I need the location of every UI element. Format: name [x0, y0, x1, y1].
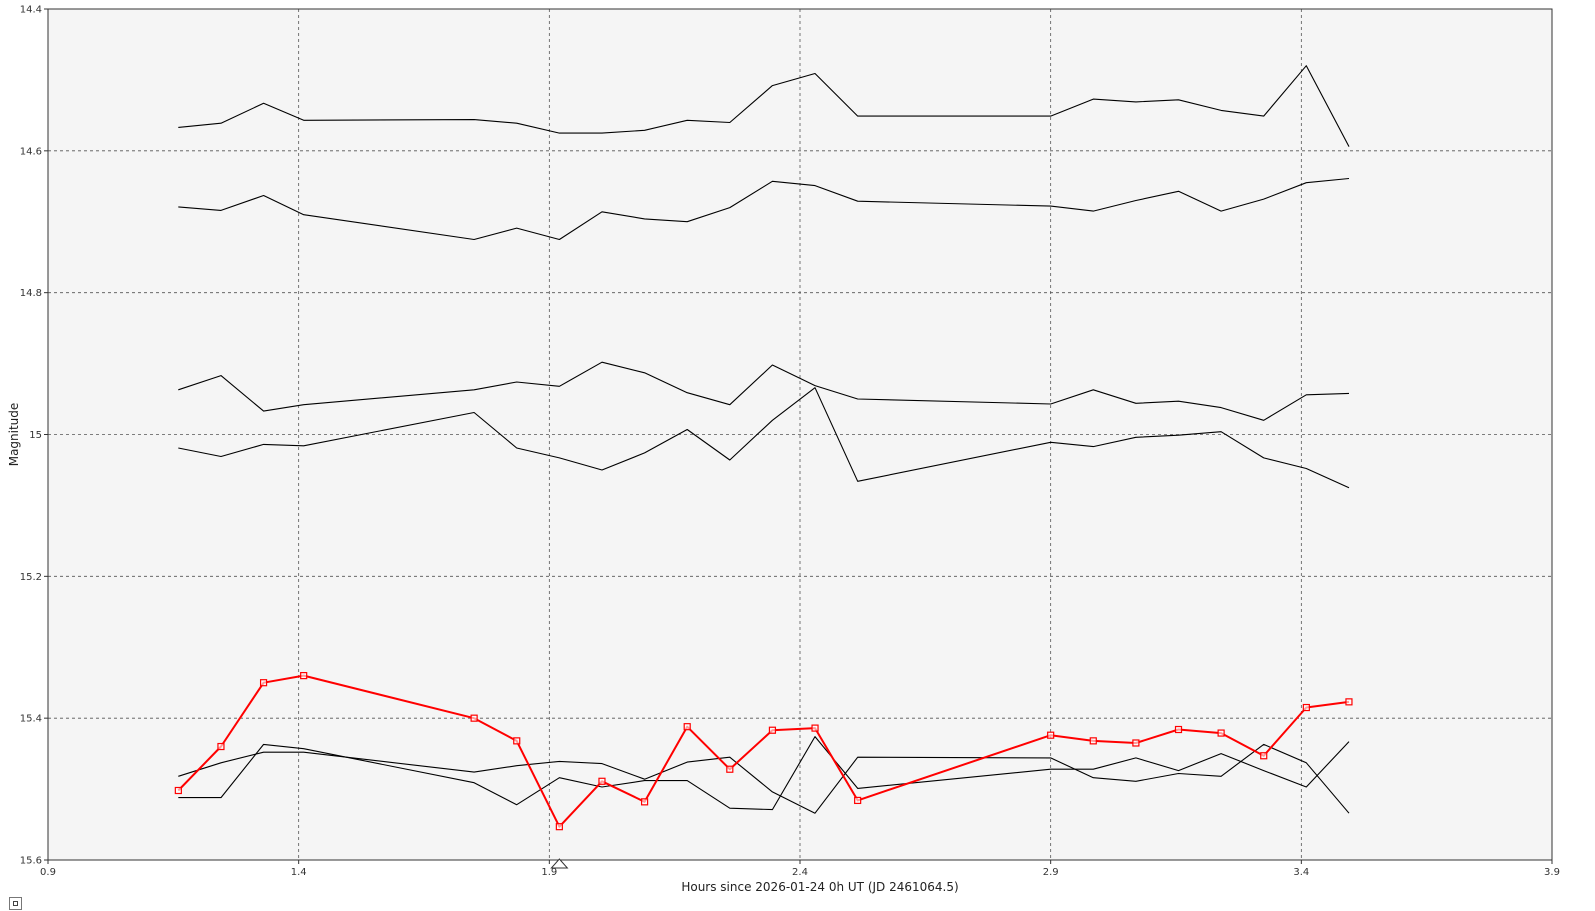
x-tick-label: 2.9	[1043, 867, 1059, 878]
series-line-3	[178, 361, 1350, 421]
series-point	[1302, 703, 1310, 712]
series-point	[854, 796, 862, 805]
corner-square-icon[interactable]	[9, 897, 22, 910]
y-axis-title: Magnitude	[7, 403, 21, 467]
x-axis-marker-triangle-icon	[550, 858, 569, 869]
x-tick-label: 3.9	[1544, 867, 1560, 878]
series-line-7	[177, 674, 1350, 828]
y-tick-label: 15	[29, 430, 42, 441]
x-tick-label: 1.9	[541, 867, 557, 878]
series-point	[217, 742, 225, 751]
corner-square-inner	[13, 901, 18, 906]
series-point	[1345, 698, 1353, 706]
series-point	[1260, 752, 1268, 760]
y-tick-label: 15.4	[20, 714, 42, 725]
series-point	[555, 823, 563, 831]
series-point	[726, 765, 734, 773]
series-point	[598, 777, 606, 785]
series-point	[811, 724, 819, 732]
series-line-5	[178, 736, 1350, 811]
series-line-1	[178, 65, 1350, 147]
series-point	[174, 786, 182, 795]
series-point	[1047, 731, 1055, 739]
y-tick-label: 15.6	[20, 856, 42, 867]
series-point	[640, 798, 649, 806]
y-tick-label: 14.8	[20, 288, 42, 299]
series-point	[513, 737, 521, 745]
series-line-4	[178, 387, 1350, 489]
series-line-6	[178, 743, 1350, 814]
series-point	[1132, 739, 1140, 747]
y-tick-label: 15.2	[20, 572, 42, 583]
series-point	[1174, 725, 1183, 734]
series-point	[300, 672, 308, 680]
x-tick-label: 1.4	[291, 867, 307, 878]
series-point	[683, 723, 691, 731]
x-tick-label: 2.4	[792, 867, 808, 878]
x-tick-label: 3.4	[1293, 867, 1309, 878]
y-tick-label: 14.4	[20, 5, 42, 16]
x-axis-title: Hours since 2026-01-24 0h UT (JD 2461064…	[681, 880, 958, 894]
series-point	[470, 714, 478, 722]
series-point	[1217, 729, 1225, 737]
series-point	[768, 726, 777, 734]
x-tick-label: 0.9	[40, 867, 56, 878]
series-point	[259, 679, 268, 687]
series-point	[1089, 737, 1097, 745]
y-tick-label: 14.6	[20, 146, 42, 157]
series-line-2	[178, 177, 1350, 241]
